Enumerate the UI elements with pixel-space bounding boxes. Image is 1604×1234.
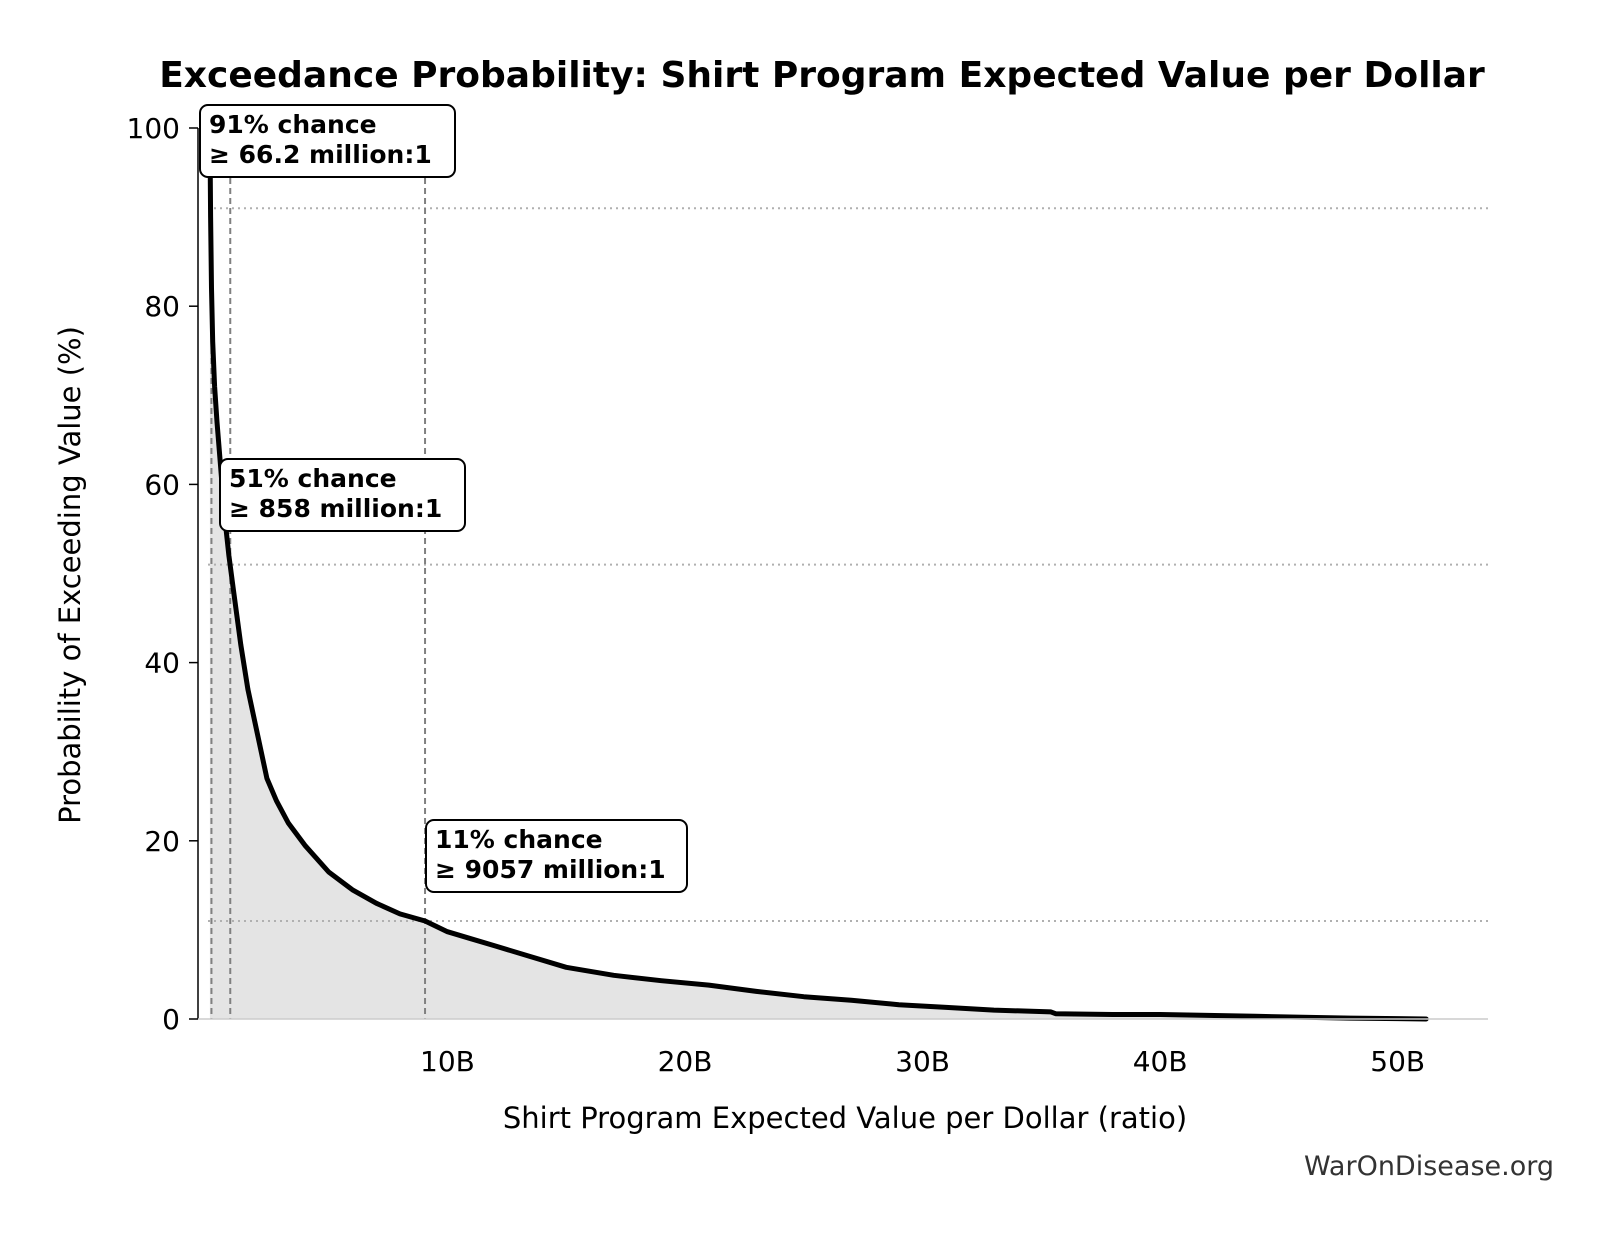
plot-area bbox=[207, 125, 1488, 1022]
annotation-line-2: ≥ 9057 million:1 bbox=[435, 855, 666, 884]
y-tick-label: 60 bbox=[144, 468, 180, 501]
exceedance-curve bbox=[207, 125, 1429, 1022]
y-axis-label: Probability of Exceeding Value (%) bbox=[53, 326, 87, 824]
area-fill bbox=[209, 128, 1427, 1019]
annotation-line-2: ≥ 858 million:1 bbox=[229, 494, 442, 523]
annotation-box-3: 11% chance≥ 9057 million:1 bbox=[425, 819, 688, 893]
annotation-frame bbox=[425, 819, 688, 893]
y-tick-label: 0 bbox=[162, 1003, 180, 1036]
annotation-box-1: 91% chance≥ 66.2 million:1 bbox=[199, 104, 456, 178]
y-tick-label: 80 bbox=[144, 290, 180, 323]
annotation-frame bbox=[199, 104, 456, 178]
annotation-box-2: 51% chance≥ 858 million:1 bbox=[219, 458, 466, 532]
x-axis-label: Shirt Program Expected Value per Dollar … bbox=[503, 1101, 1187, 1135]
chart-title: Exceedance Probability: Shirt Program Ex… bbox=[159, 55, 1485, 96]
annotation-line-1: 11% chance bbox=[435, 825, 603, 854]
axes: 0 20 40 60 80 100 10B 20B 30B 40B 50B bbox=[127, 112, 1488, 1078]
annotation-line-1: 51% chance bbox=[229, 464, 397, 493]
annotations: 91% chance≥ 66.2 million:1 51% chance≥ 85… bbox=[199, 104, 688, 893]
annotation-line-2: ≥ 66.2 million:1 bbox=[209, 140, 432, 169]
annotation-frame bbox=[219, 458, 466, 532]
x-tick-label: 30B bbox=[895, 1045, 950, 1078]
x-tick-label: 10B bbox=[420, 1045, 475, 1078]
x-tick-label: 40B bbox=[1133, 1045, 1188, 1078]
x-tick-label: 20B bbox=[658, 1045, 713, 1078]
y-tick-label: 40 bbox=[144, 647, 180, 680]
x-tick-label: 50B bbox=[1370, 1045, 1425, 1078]
y-tick-label: 20 bbox=[144, 825, 180, 858]
annotation-line-1: 91% chance bbox=[209, 110, 377, 139]
y-tick-label: 100 bbox=[127, 112, 180, 145]
watermark-text: WarOnDisease.org bbox=[1304, 1151, 1554, 1182]
